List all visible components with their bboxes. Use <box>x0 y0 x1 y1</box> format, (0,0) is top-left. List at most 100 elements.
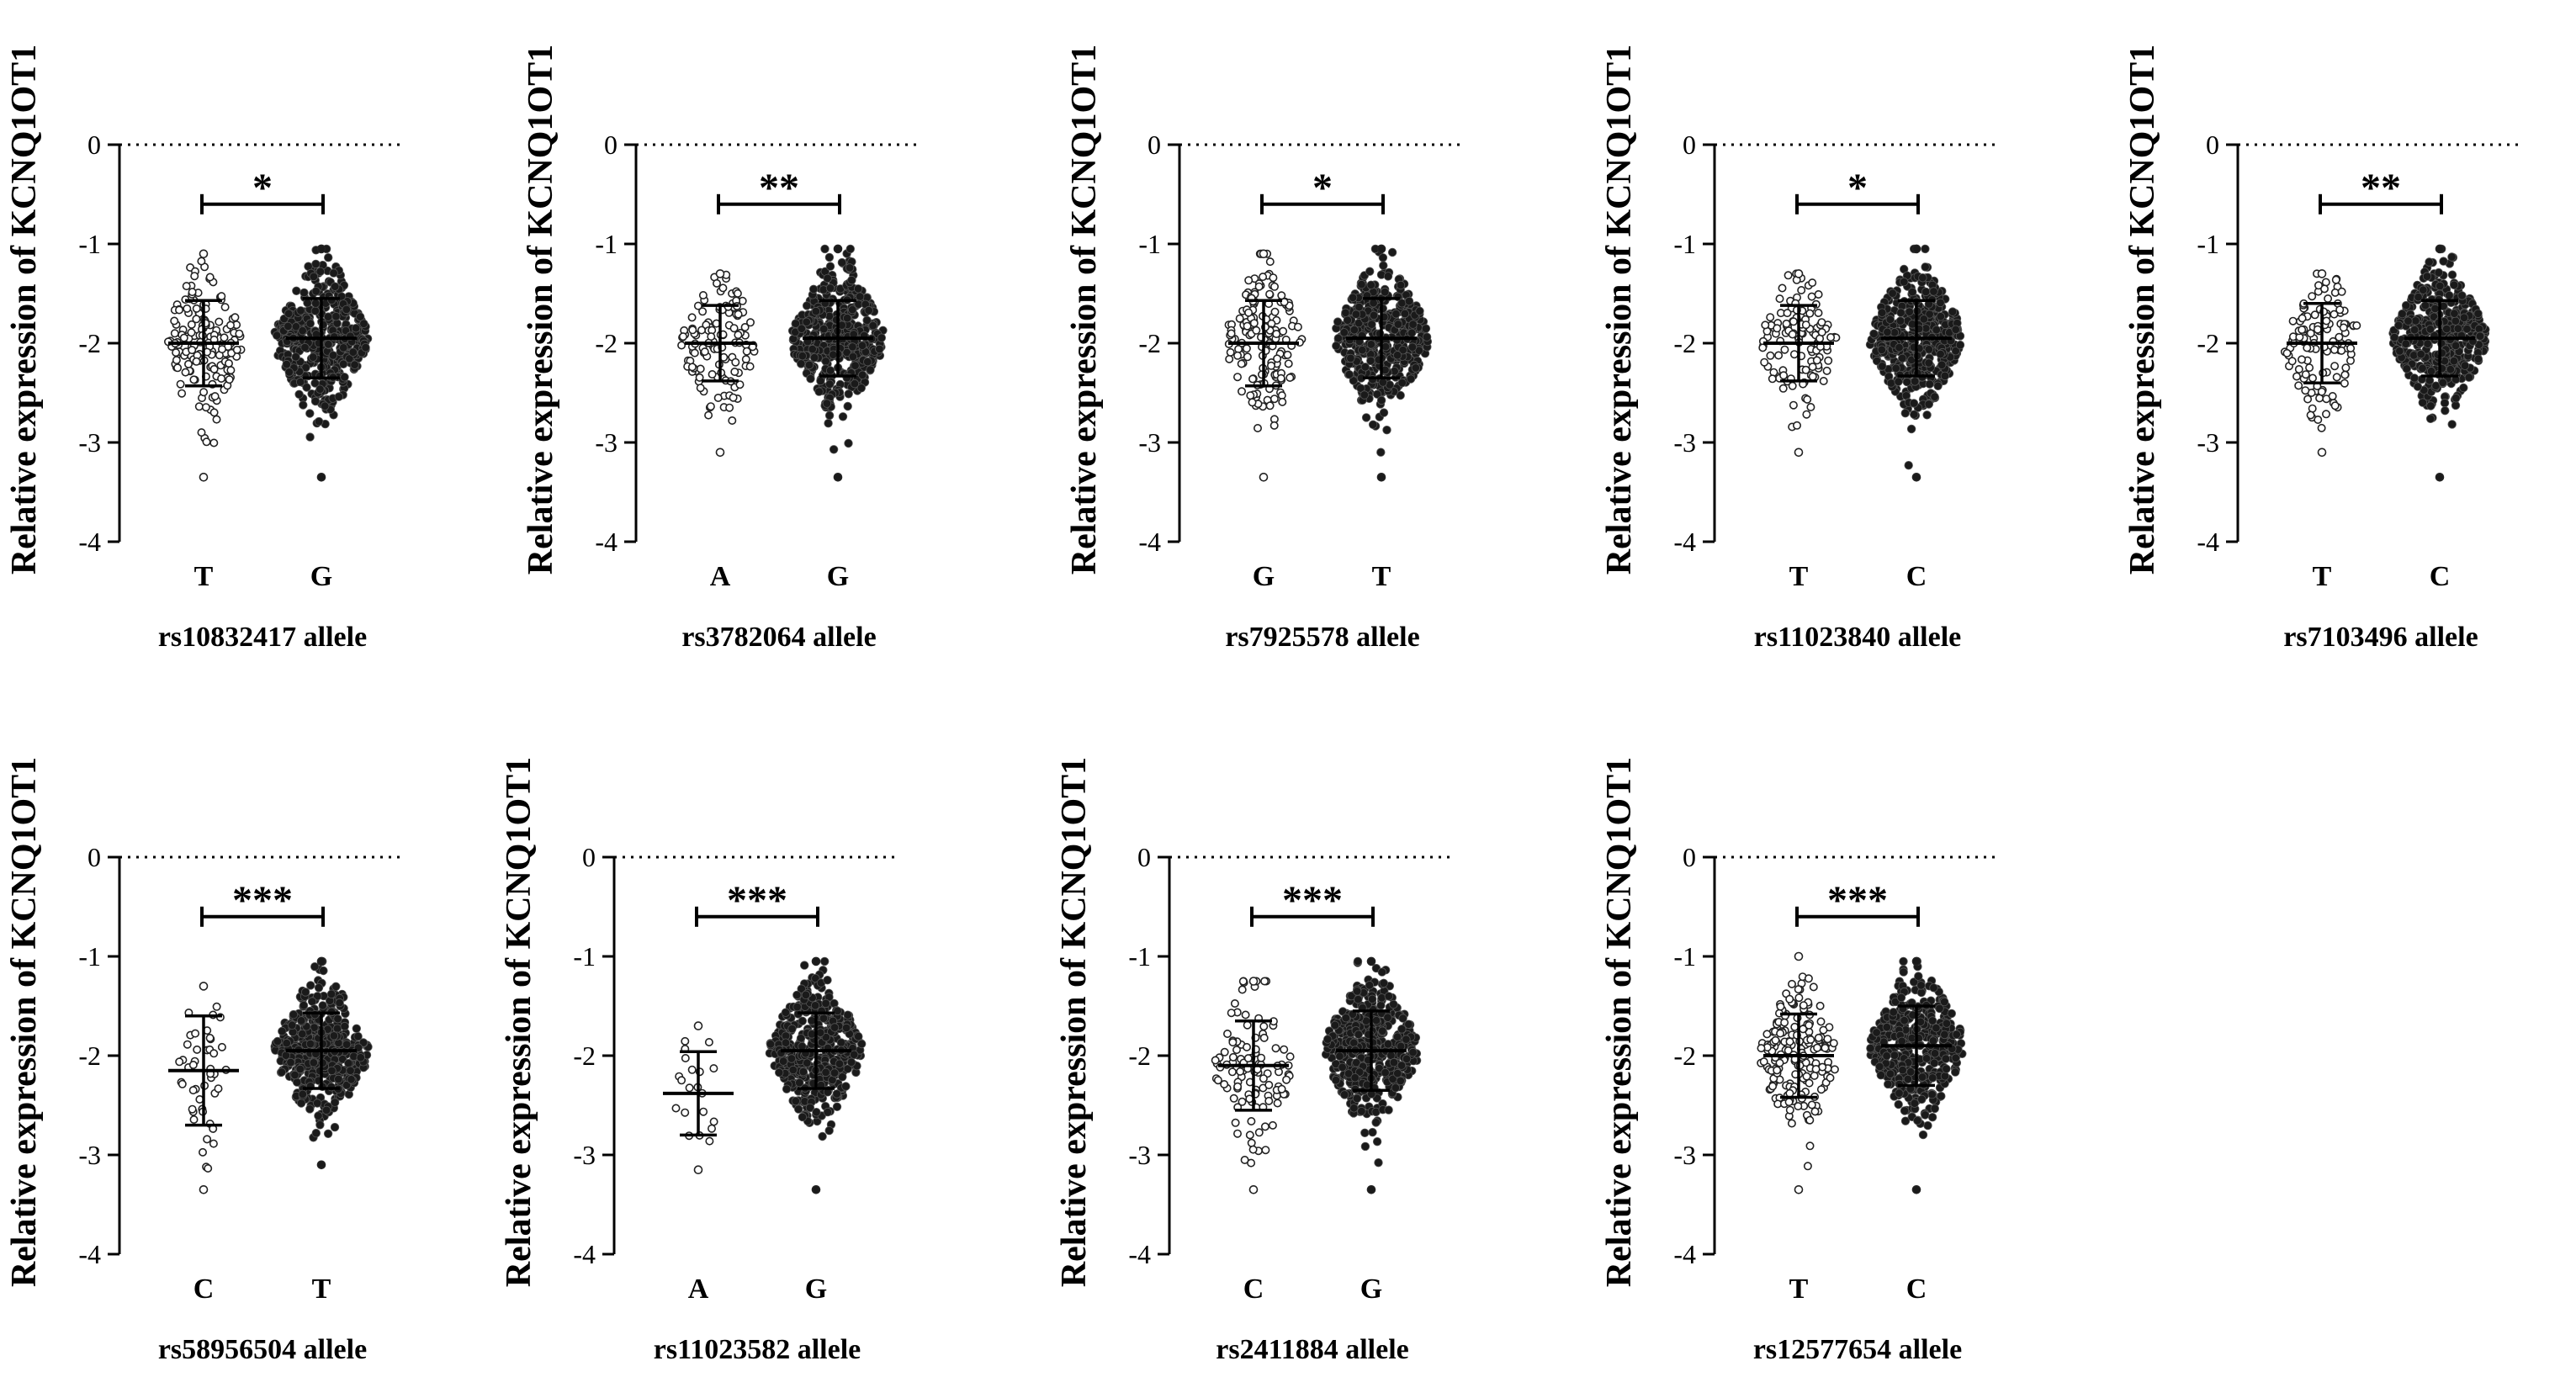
y-tick-label: -2 <box>1673 328 1696 358</box>
data-point <box>823 975 832 985</box>
data-point <box>298 1089 308 1099</box>
data-point <box>685 1083 694 1093</box>
data-point <box>1244 308 1254 317</box>
data-point <box>1341 308 1350 318</box>
category-label-G: G <box>1360 1274 1382 1305</box>
data-point <box>289 1009 299 1019</box>
data-point <box>1366 280 1375 290</box>
data-point <box>1372 1136 1382 1146</box>
data-point <box>1782 319 1791 328</box>
data-point <box>298 326 307 336</box>
data-point <box>311 259 321 269</box>
data-point <box>2413 382 2423 391</box>
data-point <box>1806 402 1815 411</box>
data-point <box>1760 357 1769 367</box>
data-point <box>1243 1054 1253 1063</box>
data-point <box>1366 956 1376 966</box>
data-point <box>1808 278 1817 288</box>
data-point <box>1936 349 1945 359</box>
data-point <box>2425 414 2436 424</box>
data-point <box>295 377 305 387</box>
data-point <box>1899 956 1908 966</box>
data-point <box>848 352 858 362</box>
data-point <box>192 357 201 366</box>
data-point <box>217 292 226 301</box>
data-point <box>2330 345 2339 354</box>
dots-G <box>270 244 373 482</box>
data-point <box>191 1029 200 1038</box>
data-point <box>315 1120 325 1130</box>
data-point <box>698 307 708 316</box>
data-point <box>803 1058 812 1067</box>
data-point <box>806 374 815 384</box>
data-point <box>1384 1105 1393 1115</box>
data-point <box>2446 365 2456 374</box>
data-point <box>811 1185 821 1194</box>
data-point <box>844 389 853 399</box>
data-point <box>2434 267 2444 278</box>
data-point <box>1233 1082 1243 1091</box>
data-point <box>314 983 324 993</box>
data-point <box>1371 1015 1381 1025</box>
data-point <box>335 998 344 1008</box>
y-tick-label: -1 <box>1128 941 1151 972</box>
data-point <box>709 1117 718 1126</box>
data-point <box>313 1099 322 1108</box>
data-point <box>1392 1032 1402 1041</box>
data-point <box>324 340 333 349</box>
y-tick-label: 0 <box>87 842 101 872</box>
data-point <box>1393 1068 1402 1078</box>
data-point <box>1229 1094 1238 1103</box>
data-point <box>791 319 801 328</box>
data-point <box>704 410 713 420</box>
data-point <box>1878 362 1887 371</box>
data-point <box>798 1112 808 1122</box>
data-point <box>1360 390 1370 400</box>
data-point <box>1248 1185 1259 1194</box>
data-point <box>837 257 847 267</box>
data-point <box>2473 354 2483 364</box>
data-point <box>1940 371 1950 381</box>
data-point <box>704 1038 713 1047</box>
data-point <box>298 1029 307 1039</box>
data-point <box>1393 320 1403 329</box>
data-point <box>787 1024 797 1034</box>
data-point <box>830 1023 840 1032</box>
data-point <box>1799 1025 1808 1034</box>
data-point <box>838 1072 847 1082</box>
category-label-C: C <box>193 1274 215 1305</box>
data-point <box>1810 1071 1819 1080</box>
data-point <box>2398 309 2407 319</box>
data-point <box>2425 376 2435 385</box>
data-point <box>2395 347 2404 356</box>
data-point <box>1223 1030 1232 1039</box>
data-point <box>278 1026 287 1036</box>
data-point <box>1794 1185 1804 1194</box>
x-axis-label: rs58956504 allele <box>158 1334 367 1365</box>
data-point <box>734 310 743 319</box>
panel-rs58956504: Relative expression of KCNQ1OT1 0-1-2-3-4… <box>5 757 405 1365</box>
data-point <box>1247 1158 1256 1168</box>
data-point <box>1352 987 1362 996</box>
data-point <box>220 303 230 312</box>
data-point <box>1773 1066 1782 1075</box>
data-point <box>812 1107 821 1117</box>
data-point <box>715 447 725 458</box>
data-point <box>1869 329 1879 339</box>
data-point <box>346 1066 355 1076</box>
data-point <box>1790 1022 1799 1031</box>
y-tick-label: -2 <box>1138 328 1161 358</box>
y-axis-label: Relative expression of KCNQ1OT1 <box>5 757 44 1287</box>
data-point <box>1802 1072 1811 1081</box>
data-point <box>1817 327 1826 336</box>
data-point <box>729 324 739 333</box>
data-point <box>284 368 294 377</box>
data-point <box>1822 366 1831 375</box>
data-point <box>187 328 196 337</box>
y-tick-label: -2 <box>1673 1041 1696 1071</box>
data-point <box>2474 324 2484 334</box>
data-point <box>1910 377 1920 386</box>
data-point <box>1925 379 1934 389</box>
data-point <box>1366 340 1376 349</box>
